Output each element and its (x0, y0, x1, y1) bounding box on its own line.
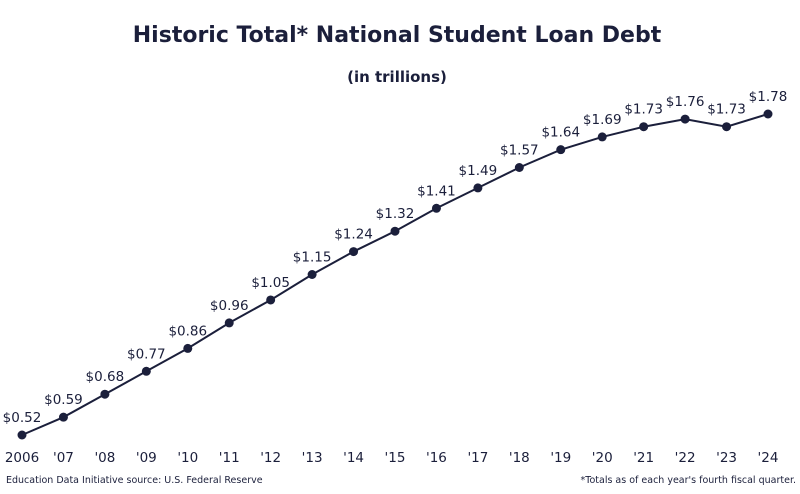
x-tick-label: '08 (94, 450, 115, 466)
data-point (514, 163, 524, 172)
x-tick-label: '24 (758, 450, 779, 466)
data-label: $0.68 (86, 369, 125, 385)
x-tick-label: '13 (302, 450, 323, 466)
data-label: $1.32 (376, 206, 415, 222)
data-label: $1.15 (293, 250, 332, 266)
data-label: $0.77 (127, 346, 166, 362)
data-point (100, 389, 110, 399)
data-point (722, 122, 732, 132)
data-point (556, 145, 566, 155)
data-label: $0.86 (168, 323, 207, 339)
x-tick-label: '16 (426, 450, 447, 466)
data-label: $1.69 (583, 112, 622, 128)
x-tick-label: '10 (177, 450, 198, 466)
chart-title: Historic Total* National Student Loan De… (133, 23, 662, 48)
data-label: $1.76 (666, 94, 705, 110)
data-label: $0.96 (210, 298, 249, 314)
data-point (141, 366, 151, 376)
x-tick-label: '17 (467, 450, 488, 466)
data-point (349, 247, 359, 257)
data-label: $0.59 (44, 392, 83, 408)
data-point (763, 109, 773, 119)
x-tick-label: '14 (343, 450, 364, 466)
data-label: $1.73 (624, 102, 663, 118)
x-tick-label: '09 (136, 450, 157, 466)
data-point (431, 203, 441, 213)
data-point (17, 430, 27, 440)
data-label: $1.41 (417, 183, 456, 199)
x-tick-label: '07 (53, 450, 74, 466)
data-label: $1.57 (500, 143, 539, 159)
chart-subtitle: (in trillions) (347, 68, 447, 86)
data-label: $0.52 (3, 410, 42, 426)
x-tick-label: '21 (633, 450, 654, 466)
data-point (680, 114, 690, 124)
data-label: $1.78 (749, 89, 788, 105)
x-tick-label: '22 (675, 450, 696, 466)
x-tick-label: '18 (509, 450, 530, 466)
data-label: $1.05 (251, 275, 290, 291)
data-point (307, 270, 317, 279)
data-point (390, 226, 400, 236)
data-label: $1.73 (707, 102, 746, 118)
data-point (183, 343, 193, 353)
data-label: $1.49 (459, 163, 498, 179)
data-line (21, 113, 769, 436)
data-point (473, 183, 483, 193)
data-point (597, 132, 607, 142)
data-point (266, 295, 276, 305)
x-tick-label: '11 (219, 450, 240, 466)
data-point (639, 122, 649, 132)
x-tick-label: '23 (716, 450, 737, 466)
x-tick-label: '15 (385, 450, 406, 466)
x-tick-label: '20 (592, 450, 613, 466)
x-tick-label: '19 (550, 450, 571, 466)
x-tick-label: '12 (260, 450, 281, 466)
data-label: $1.64 (541, 125, 580, 141)
source-note: Education Data Initiative source: U.S. F… (6, 475, 263, 486)
data-point (224, 318, 234, 328)
data-point (58, 412, 68, 422)
x-tick-label: 2006 (5, 450, 39, 466)
footnote: *Totals as of each year's fourth fiscal … (581, 475, 796, 486)
data-label: $1.24 (334, 227, 373, 243)
